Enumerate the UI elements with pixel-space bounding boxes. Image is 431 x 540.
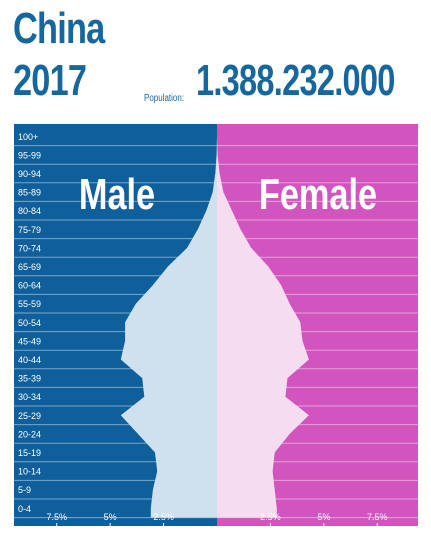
age-group-label: 25-29 [18,411,41,421]
age-group-label: 80-84 [18,206,41,216]
age-group-labels: 100+ 95-99 90-94 85-89 80-84 75-79 70-74 65-69 6… [18,132,41,514]
population-label: Population: [144,93,185,104]
male-title: Male [79,170,155,219]
age-group-label: 20-24 [18,429,41,439]
tick-label: 2.5% [260,512,281,522]
age-group-label: 95-99 [18,150,41,160]
age-group-label: 10-14 [18,467,41,477]
male-series-area [120,127,217,518]
tick-label: 5% [104,512,117,522]
tick-label: 7.5% [46,512,67,522]
age-group-label: 50-54 [18,318,41,328]
age-group-label: 0-4 [18,504,31,514]
age-group-label: 100+ [18,132,38,142]
age-group-label: 15-19 [18,448,41,458]
population-value: 1.388.232.000 [196,56,395,105]
age-group-label: 85-89 [18,188,41,198]
age-group-label: 30-34 [18,392,41,402]
age-group-label: 75-79 [18,225,41,235]
tick-label: 5% [317,512,330,522]
x-axis-ticks: 7.5% 5% 2.5% 7.5% 5% 2.5% [46,512,388,526]
tick-label: 7.5% [367,512,388,522]
age-group-label: 5-9 [18,485,31,495]
age-group-label: 65-69 [18,262,41,272]
age-group-label: 45-49 [18,336,41,346]
age-group-label: 55-59 [18,299,41,309]
tick-label: 2.5% [153,512,174,522]
age-group-label: 90-94 [18,169,41,179]
female-series-area [217,127,309,518]
year-title: 2017 [13,56,87,105]
age-group-label: 60-64 [18,281,41,291]
age-group-label: 70-74 [18,243,41,253]
age-group-label: 40-44 [18,355,41,365]
country-title: China [13,4,105,53]
age-group-label: 35-39 [18,374,41,384]
female-title: Female [259,170,377,219]
